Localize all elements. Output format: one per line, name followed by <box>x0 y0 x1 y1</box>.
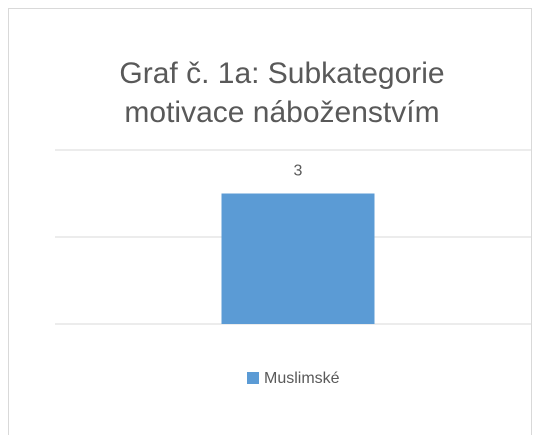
legend-label: Muslimské <box>264 370 340 387</box>
bar <box>221 193 375 324</box>
chart-title: motivace náboženstvím <box>124 96 439 129</box>
chart-title: Graf č. 1a: Subkategorie <box>119 57 444 90</box>
legend-swatch <box>247 372 259 384</box>
data-label: 3 <box>294 163 303 180</box>
